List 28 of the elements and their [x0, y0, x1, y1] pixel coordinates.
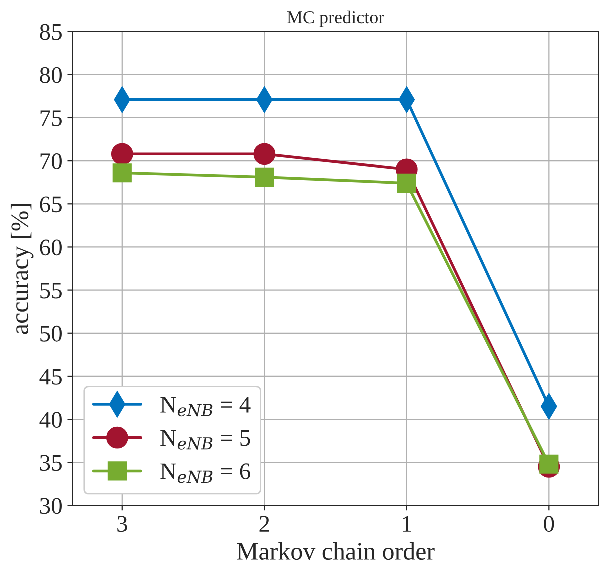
y-axis-title: accuracy [%] — [10, 204, 34, 334]
x-tick-label: 2 — [260, 516, 270, 532]
y-tick-label: 85 — [40, 24, 62, 40]
y-tick-label: 45 — [40, 369, 62, 385]
point — [397, 174, 416, 194]
chart-title: MC predictor — [287, 10, 385, 28]
y-tick-label: 70 — [40, 154, 62, 170]
y-tick-label: 60 — [40, 240, 62, 256]
y-tick-label: 55 — [40, 283, 62, 299]
legend-label: N$_{eNB}$ = 5 — [160, 430, 250, 450]
y-tick-label: 35 — [40, 455, 62, 472]
point — [540, 454, 559, 474]
point — [111, 143, 134, 166]
x-tick-label: 1 — [403, 516, 412, 532]
x-axis-title: Markov chain order — [237, 542, 435, 560]
y-tick-label: 75 — [40, 110, 62, 126]
point — [112, 164, 132, 183]
legend-label: N$_{eNB}$ = 4 — [160, 397, 251, 417]
legend-label: N$_{eNB}$ = 6 — [160, 464, 250, 484]
x-tick-label: 0 — [544, 516, 554, 532]
x-tick-label: 3 — [118, 516, 128, 532]
y-tick-label: 40 — [40, 412, 62, 428]
y-tick-label: 30 — [40, 498, 62, 514]
y-tick-label: 80 — [40, 67, 62, 84]
point — [255, 168, 274, 187]
y-tick-label: 65 — [40, 196, 62, 213]
y-tick-label: 50 — [40, 326, 62, 342]
point — [254, 143, 276, 166]
